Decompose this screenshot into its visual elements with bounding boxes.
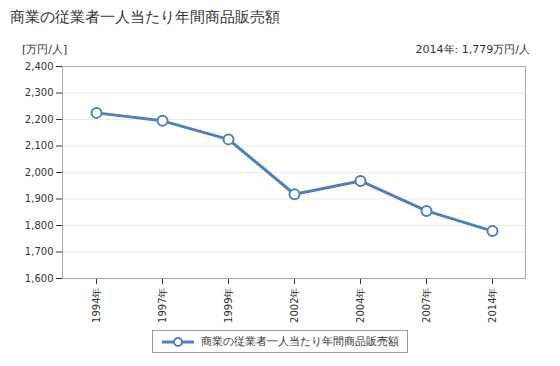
svg-text:1994年: 1994年 [91, 288, 102, 323]
svg-text:1,900: 1,900 [25, 193, 54, 204]
svg-text:1,700: 1,700 [25, 246, 54, 257]
svg-text:2,400: 2,400 [25, 61, 54, 72]
svg-text:2,000: 2,000 [25, 167, 54, 178]
svg-text:2,100: 2,100 [25, 140, 54, 151]
svg-text:1,600: 1,600 [25, 273, 54, 284]
html-text:商業の従業者一人当たり年間商品販売額: 商業の従業者一人当たり年間商品販売額 [10, 8, 280, 26]
svg-text:1,800: 1,800 [25, 220, 54, 231]
html-text:2014年: 1,779万円/人: 2014年: 1,779万円/人 [415, 43, 530, 56]
svg-text:2,300: 2,300 [25, 87, 54, 98]
html-text:商業の従業者一人当たり年間商品販売額: 商業の従業者一人当たり年間商品販売額 [201, 335, 399, 348]
svg-text:2014年: 2014年 [487, 288, 498, 323]
html-text:[万円/人]: [万円/人] [22, 43, 68, 56]
svg-text:1999年: 1999年 [223, 288, 234, 323]
svg-text:1997年: 1997年 [157, 288, 168, 323]
svg-text:2007年: 2007年 [421, 288, 432, 323]
svg-text:2004年: 2004年 [355, 288, 366, 323]
svg-text:2,200: 2,200 [25, 114, 54, 125]
svg-text:2002年: 2002年 [289, 288, 300, 323]
